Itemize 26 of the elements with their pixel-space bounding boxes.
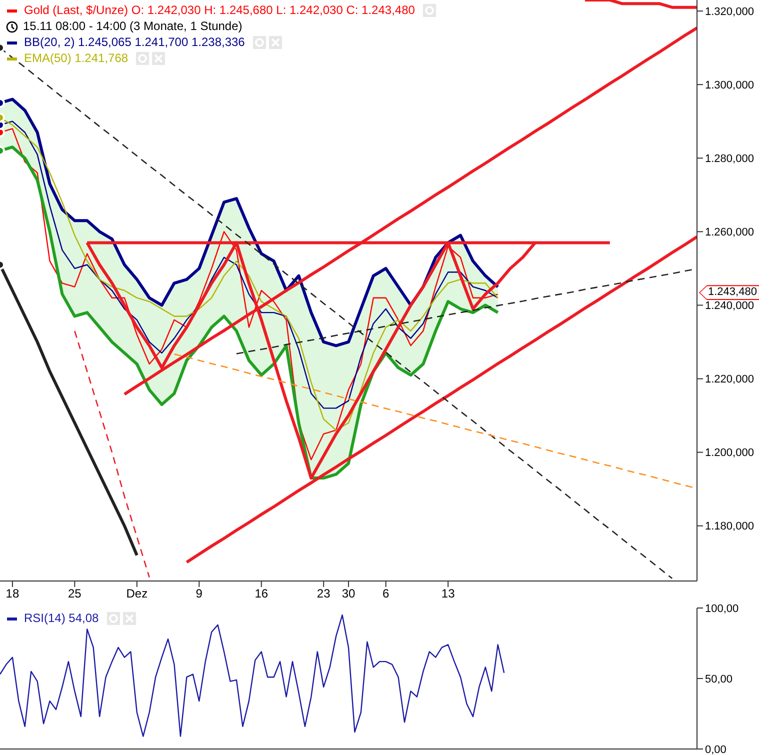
legend-label: RSI(14) 54,08 [24,611,99,625]
y-tick-label: 1.260,000 [705,226,754,239]
y-tick-label: 100,00 [705,602,739,615]
x-tick-label: 23 [316,586,331,601]
legend-label: Gold (Last, $/Unze) O: 1.242,030 H: 1.245,680 L: 1.242,030 C: 1.243,480 [24,3,415,17]
x-tick-label: 9 [196,586,203,601]
y-tick-label: 1.200,000 [705,447,754,460]
y-tick-label: 1.220,000 [705,374,754,386]
y-tick-label: 50,00 [705,673,733,686]
x-tick-label: 25 [68,586,82,601]
y-tick-label: 1.240,000 [705,300,754,312]
legend-label: BB(20, 2) 1.245,065 1.241,700 1.238,336 [24,35,245,49]
x-tick-label: Dez [126,586,148,601]
x-tick-label: 16 [254,586,268,601]
text: 15.11 08:00 - 14:00 (3 Monate, 1 Stunde) [23,19,242,33]
y-tick-label: 1.300,000 [705,79,754,92]
y-tick-label: 1.320,000 [705,6,754,18]
text: 1.243,480 [708,286,757,298]
x-tick-label: 18 [6,586,20,601]
y-tick-label: 1.280,000 [705,153,754,166]
x-tick-label: 6 [382,586,390,601]
legend-label: EMA(50) 1.241,768 [24,51,128,65]
y-tick-label: 1.180,000 [705,520,754,533]
x-tick-label: 30 [342,586,356,601]
y-tick-label: 0,00 [705,744,726,755]
x-tick-label: 13 [441,586,456,601]
